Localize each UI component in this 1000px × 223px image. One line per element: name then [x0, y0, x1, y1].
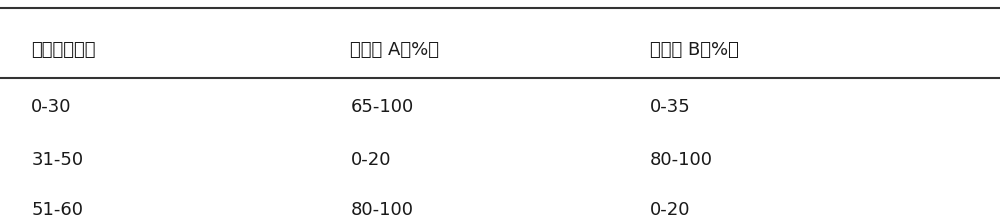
Text: 51-60: 51-60	[31, 201, 83, 219]
Text: 0-30: 0-30	[31, 98, 72, 116]
Text: 流动相 B（%）: 流动相 B（%）	[650, 41, 738, 59]
Text: 31-50: 31-50	[31, 151, 83, 169]
Text: 时间（分钟）: 时间（分钟）	[31, 41, 96, 59]
Text: 0-35: 0-35	[650, 98, 690, 116]
Text: 0-20: 0-20	[350, 151, 391, 169]
Text: 流动相 A（%）: 流动相 A（%）	[350, 41, 439, 59]
Text: 80-100: 80-100	[350, 201, 413, 219]
Text: 80-100: 80-100	[650, 151, 713, 169]
Text: 0-20: 0-20	[650, 201, 690, 219]
Text: 65-100: 65-100	[350, 98, 414, 116]
